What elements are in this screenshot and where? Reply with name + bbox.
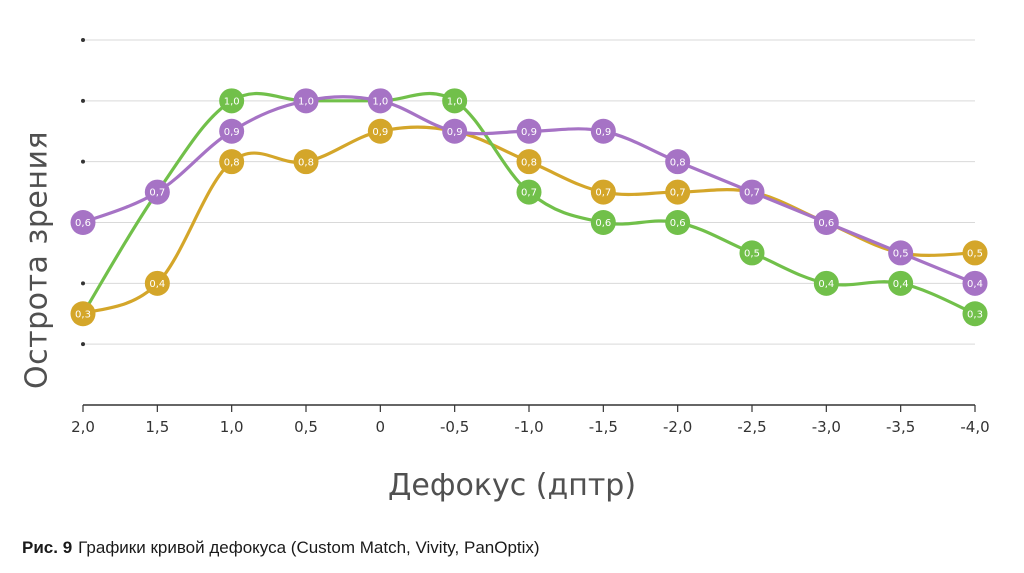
data-point [219, 118, 245, 144]
data-point [367, 118, 393, 144]
data-point [219, 88, 245, 114]
data-label: 0,7 [744, 188, 760, 199]
data-label: 0,6 [818, 218, 834, 229]
data-point [516, 118, 542, 144]
data-point [813, 270, 839, 296]
y-tick-dot [81, 98, 85, 103]
data-label: 1,0 [298, 96, 314, 107]
data-label: 0,4 [149, 279, 165, 290]
data-point [516, 179, 542, 205]
x-tick-label: -1,5 [589, 418, 618, 436]
caption-text: Графики кривой дефокуса (Custom Match, V… [78, 538, 540, 557]
data-label: 0,3 [75, 309, 91, 320]
x-axis-label: Дефокус (дптр) [387, 468, 637, 503]
x-tick-label: -3,0 [812, 418, 841, 436]
y-tick-dot [81, 281, 85, 286]
data-label: 0,6 [75, 218, 91, 229]
data-point [813, 210, 839, 235]
y-axis-label: Острота зрения [19, 131, 55, 389]
data-label: 0,4 [967, 279, 983, 290]
series-points: 0,3 0,4 0,8 0,8 0,9 0,8 0,7 0,7 0,5 1,0 1,0 0,7 0,6 0… [70, 88, 988, 327]
data-point [144, 270, 170, 296]
data-point [442, 118, 468, 144]
x-tick-label: 0 [376, 418, 386, 436]
data-point [442, 88, 468, 114]
data-point [888, 240, 914, 266]
data-label: 0,5 [893, 249, 909, 260]
data-label: 0,7 [670, 188, 686, 199]
data-label: 0,8 [670, 157, 686, 168]
x-tick-label: -3,5 [886, 418, 915, 436]
data-point [739, 179, 765, 205]
data-label: 1,0 [447, 96, 463, 107]
y-axis-label-wrap: Острота зрения [12, 130, 62, 390]
data-point [144, 179, 170, 205]
x-tick-label: -0,5 [440, 418, 469, 436]
data-point [888, 270, 914, 296]
data-label: 0,7 [595, 188, 611, 199]
data-label: 0,8 [521, 157, 537, 168]
data-label: 0,3 [967, 309, 983, 320]
y-tick-dot [81, 342, 85, 347]
data-point [219, 149, 245, 175]
data-point [293, 88, 319, 114]
x-tick-label: -4,0 [960, 418, 989, 436]
data-point [962, 301, 988, 327]
data-point [962, 270, 988, 296]
x-tick-label: 1,0 [220, 418, 244, 436]
data-point [70, 210, 96, 235]
data-label: 0,4 [893, 279, 909, 290]
data-label: 0,6 [595, 218, 611, 229]
data-label: 0,9 [372, 127, 388, 138]
x-tick-label: 2,0 [71, 418, 95, 436]
data-label: 0,5 [744, 249, 760, 260]
data-point [962, 240, 988, 266]
data-point [739, 240, 765, 266]
y-tick-dot [81, 159, 85, 164]
data-point [516, 149, 542, 175]
data-label: 0,7 [521, 188, 537, 199]
caption-prefix: Рис. 9 [22, 538, 73, 557]
data-label: 0,8 [298, 157, 314, 168]
data-label: 0,8 [224, 157, 240, 168]
figure-caption: Рис. 9 Графики кривой дефокуса (Custom Ma… [22, 538, 540, 558]
data-point [590, 179, 616, 205]
data-label: 0,5 [967, 249, 983, 260]
data-label: 0,9 [521, 127, 537, 138]
data-point [293, 149, 319, 175]
data-label: 0,6 [670, 218, 686, 229]
data-point [665, 149, 691, 175]
x-tick-label: -1,0 [514, 418, 543, 436]
data-label: 1,0 [372, 96, 388, 107]
x-tick-label: 0,5 [294, 418, 318, 436]
data-point [367, 88, 393, 114]
data-label: 0,7 [149, 188, 165, 199]
data-point [665, 179, 691, 205]
data-point [665, 210, 691, 235]
data-point [590, 210, 616, 235]
data-point [70, 301, 96, 327]
x-tick-label: -2,5 [737, 418, 766, 436]
data-label: 1,0 [224, 96, 240, 107]
y-tick-dot [81, 38, 85, 42]
data-label: 0,9 [447, 127, 463, 138]
x-tick-label: 1,5 [145, 418, 169, 436]
data-label: 0,9 [224, 127, 240, 138]
data-point [590, 118, 616, 144]
data-label: 0,9 [595, 127, 611, 138]
x-tick-label: -2,0 [663, 418, 692, 436]
data-label: 0,4 [818, 279, 834, 290]
